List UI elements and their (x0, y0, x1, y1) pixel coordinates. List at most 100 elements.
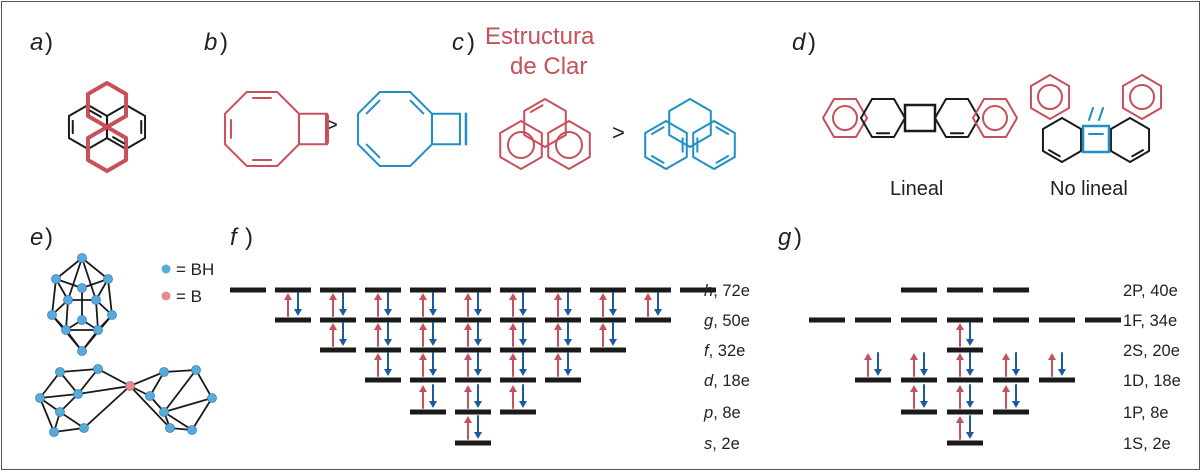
nonlinear-structure (1029, 74, 1163, 163)
orbital-bar (901, 287, 937, 293)
spin-down-arrow (429, 384, 437, 408)
level-4: 1P, 8e (901, 384, 1169, 422)
arrow-head (519, 369, 527, 376)
double-bond (650, 155, 665, 164)
orbital-bar (320, 287, 356, 293)
spin-down-arrow (429, 292, 437, 316)
panel-e-label: e ) (30, 224, 53, 251)
bh-atom (187, 425, 197, 435)
pyrene-red-edge (85, 125, 129, 173)
cyclobutadiene (430, 112, 461, 146)
level-5: 1S, 2e (947, 415, 1171, 453)
spin-up-arrow (956, 323, 964, 347)
spin-down-arrow (519, 352, 527, 376)
orbital-bar (635, 287, 671, 293)
panel-letter: b (204, 29, 217, 56)
panel-b-label: b ) (204, 29, 228, 56)
orbital-bar (993, 377, 1029, 383)
spin-down-arrow (874, 352, 882, 376)
panel-g-label: g ) (778, 224, 802, 251)
spin-down-arrow (564, 292, 572, 316)
spin-down-arrow (429, 352, 437, 376)
cage-edge (51, 278, 57, 316)
arrow-head (564, 309, 572, 316)
molecule-drawings (35, 74, 1163, 437)
spin-down-arrow (474, 352, 482, 376)
clar-title-line1: Estructura (485, 23, 595, 50)
spin-down-arrow (384, 352, 392, 376)
panel-paren: ) (794, 224, 802, 251)
orbital-bar (947, 440, 983, 446)
orbital-bar (809, 317, 845, 323)
spin-down-arrow (564, 322, 572, 346)
level-s: s, 2e (455, 415, 740, 453)
arrow-head (509, 293, 517, 300)
cage-edge (67, 257, 83, 301)
cot-red (224, 91, 329, 167)
orbital-bar (855, 377, 891, 383)
cage-edge (77, 385, 131, 395)
cage-edge (53, 427, 85, 433)
level-count: , 72e (713, 282, 750, 300)
level-1: 1F, 34e (809, 312, 1177, 330)
arrow-head (1048, 353, 1056, 360)
spin-up-arrow (956, 385, 964, 409)
orbital-bar (500, 377, 536, 383)
compare-sign-c: > (612, 120, 625, 145)
spin-down-arrow (384, 292, 392, 316)
ring (972, 97, 1018, 139)
level-count: , 18e (713, 372, 750, 390)
spin-up-arrow (419, 353, 427, 377)
spin-up-arrow (464, 323, 472, 347)
spin-up-arrow (1002, 385, 1010, 409)
bh-atom (63, 295, 73, 305)
arrow-head (429, 369, 437, 376)
bh-atom (55, 407, 65, 417)
orbital-bar (455, 377, 491, 383)
arrow-head (284, 293, 292, 300)
double-bond (1131, 149, 1144, 158)
arrow-head (519, 339, 527, 346)
cage-edge (95, 299, 99, 331)
orbital-bar (635, 317, 671, 323)
icosahedral-borane (47, 253, 117, 356)
aromatic-circle (1037, 84, 1063, 110)
orbital-bar (320, 317, 356, 323)
bh-atom (79, 423, 89, 433)
orbital-bar (901, 409, 937, 415)
spin-down-arrow (1012, 352, 1020, 376)
arrow-head (519, 309, 527, 316)
level-label: 2S, 20e (1123, 342, 1180, 360)
panel-letter: d (792, 29, 806, 56)
cage-edge (97, 368, 131, 387)
level-label: d, 18e (704, 372, 750, 390)
panel-c-label: c ) Estructura de Clar (452, 23, 595, 80)
panel-f-label: f ) (230, 224, 253, 251)
orbital-bar (455, 440, 491, 446)
panel-paren: ) (808, 29, 816, 56)
arrow-head (474, 369, 482, 376)
spin-up-arrow (910, 385, 918, 409)
cage-edge (129, 371, 165, 387)
arrow-head (429, 309, 437, 316)
legend-e: = BH = B (161, 260, 214, 306)
orbital-bar (455, 287, 491, 293)
arrow-head (609, 339, 617, 346)
arrow-head (329, 293, 337, 300)
level-label: 1S, 2e (1123, 435, 1171, 453)
octagon (224, 91, 300, 167)
ring (644, 120, 688, 170)
linear-structure (822, 97, 1018, 139)
ring (1109, 117, 1151, 163)
level-letter: g (704, 312, 714, 330)
orbital-bar (365, 287, 401, 293)
aromatic-circle (832, 105, 858, 131)
spin-up-arrow (599, 293, 607, 317)
bh-atom (77, 283, 87, 293)
arrow-head (464, 385, 472, 392)
arrow-head (874, 369, 882, 376)
orbital-bar (590, 347, 626, 353)
orbital-bar (947, 287, 983, 293)
